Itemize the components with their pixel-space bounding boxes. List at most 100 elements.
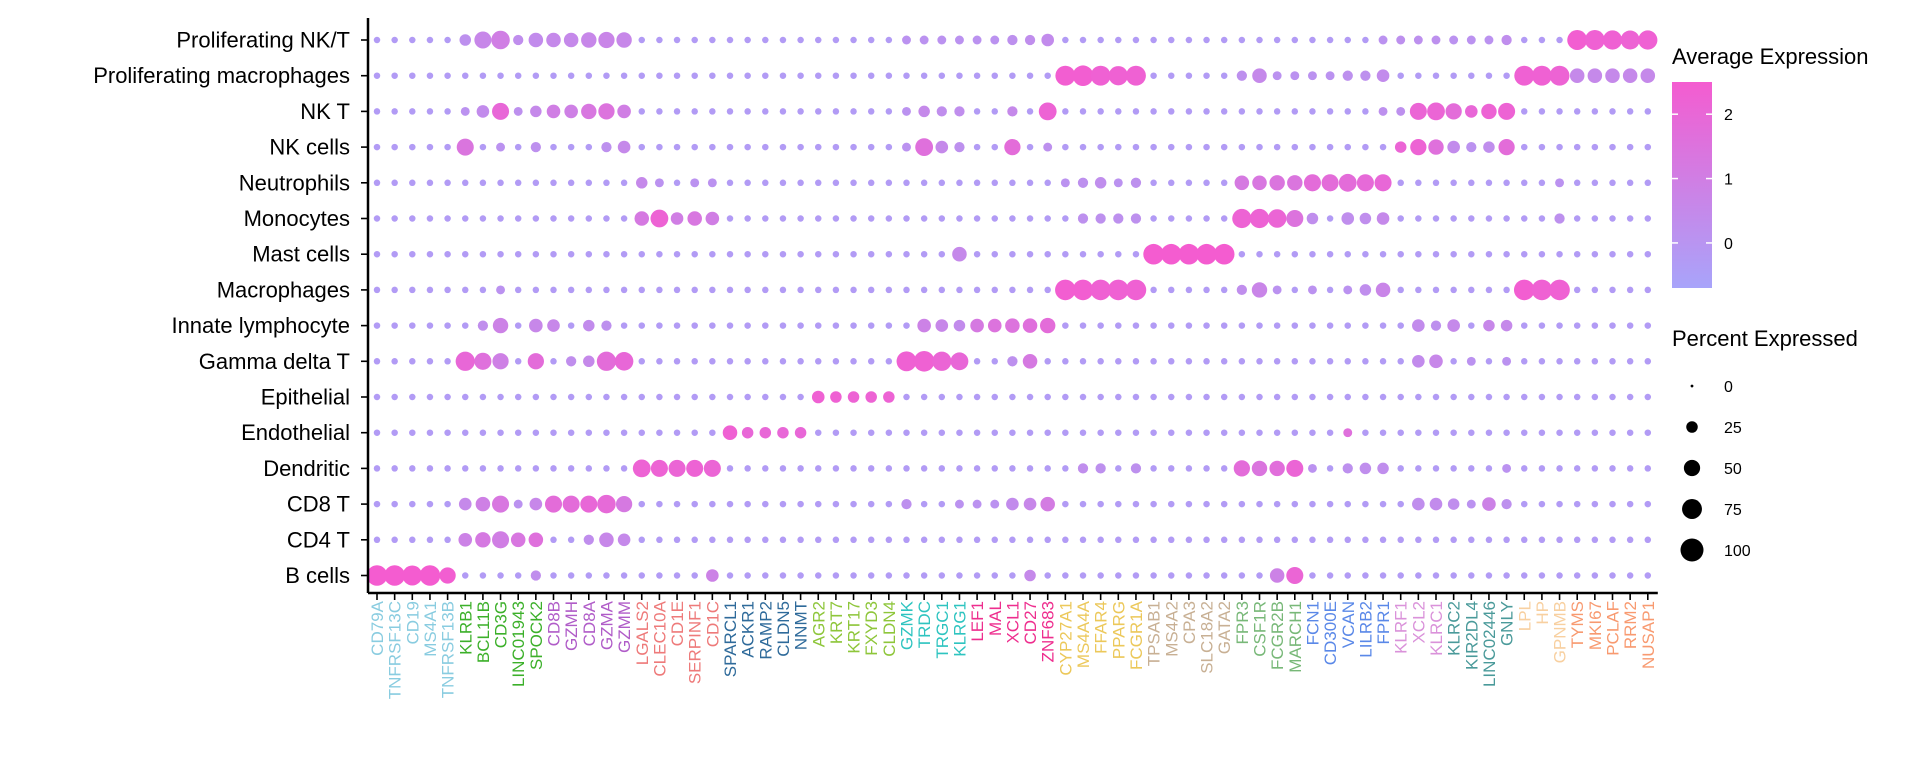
dot [1079, 108, 1087, 115]
dot [1079, 322, 1087, 329]
dot [1521, 108, 1528, 115]
x-tick-label: KLRG1 [950, 601, 969, 657]
dot [1503, 536, 1510, 544]
dot [409, 322, 416, 329]
dot [1220, 465, 1228, 472]
dot [1203, 536, 1210, 544]
dot [1591, 143, 1599, 151]
dot [1379, 429, 1387, 436]
dot [462, 250, 469, 258]
dot [1326, 358, 1334, 365]
dot [1326, 286, 1334, 294]
dot [885, 358, 893, 365]
dot [1538, 358, 1546, 365]
dot [391, 322, 398, 329]
dot [1396, 35, 1406, 45]
dot [709, 500, 716, 508]
dot [1503, 393, 1510, 401]
dot [1326, 36, 1334, 44]
dot [391, 429, 398, 436]
dot [850, 429, 857, 436]
x-tick-label: CD8B [545, 601, 564, 646]
dot [1072, 279, 1094, 301]
dot [475, 532, 491, 548]
dot [426, 179, 434, 187]
dot [1203, 72, 1210, 79]
x-tick-label: CD1E [668, 601, 687, 646]
dot [815, 179, 822, 187]
dot [563, 32, 579, 48]
dot [1007, 34, 1018, 46]
dot [1150, 36, 1157, 44]
dot [850, 500, 857, 508]
dot [532, 393, 540, 401]
dot [1503, 215, 1510, 222]
dot [373, 36, 381, 44]
dot [1503, 572, 1510, 579]
dot-layer [366, 30, 1658, 586]
dot [479, 429, 487, 436]
dot [620, 215, 628, 222]
dot [973, 108, 981, 115]
size-legend-label: 25 [1724, 420, 1742, 437]
dot [1609, 358, 1616, 365]
dot [638, 72, 645, 79]
dot [1549, 65, 1570, 86]
dot [797, 536, 804, 544]
dot [885, 215, 893, 222]
dot [1072, 65, 1094, 86]
dot [1521, 143, 1528, 151]
dot [1185, 286, 1193, 294]
dot [1538, 36, 1546, 44]
dot [1626, 393, 1634, 401]
dot [1521, 358, 1528, 365]
dot [1273, 429, 1281, 436]
dot [779, 179, 787, 187]
dot [620, 250, 628, 258]
dot [1220, 36, 1228, 44]
dot [510, 532, 526, 548]
dot [1432, 215, 1440, 222]
dot [656, 322, 663, 329]
x-tick-label: FCN1 [1303, 601, 1322, 645]
dot [1397, 500, 1404, 508]
dot [1362, 429, 1369, 436]
dot [1252, 175, 1267, 191]
dot [462, 429, 469, 436]
dot [936, 106, 947, 117]
dot [1415, 393, 1422, 401]
dot [1026, 215, 1034, 222]
dot [532, 72, 540, 79]
dot [1303, 174, 1321, 192]
dot [373, 536, 381, 544]
dot [779, 500, 787, 508]
dot [1055, 65, 1076, 86]
dot [1077, 177, 1089, 188]
dot [1502, 356, 1512, 366]
dot [1521, 465, 1528, 472]
dot [1538, 500, 1546, 508]
dot [815, 536, 822, 544]
dot [956, 215, 963, 222]
dot [815, 572, 822, 579]
x-tick-label: GNLY [1498, 601, 1517, 646]
dot [1062, 358, 1069, 365]
dot [1338, 173, 1357, 192]
x-tick-label: FCGR1A [1127, 600, 1146, 670]
dot [1376, 212, 1390, 225]
dot [1626, 286, 1634, 294]
dot [1009, 429, 1016, 436]
dot [1556, 358, 1563, 365]
dot [1538, 143, 1546, 151]
x-tick-label: CSF1R [1251, 601, 1270, 657]
dot [1468, 250, 1475, 258]
dot [1638, 30, 1658, 50]
dot [883, 391, 895, 403]
dot [687, 211, 702, 226]
dot [585, 72, 593, 79]
y-tick-label: Proliferating macrophages [93, 63, 350, 88]
dot [532, 429, 540, 436]
dot [832, 143, 840, 151]
dot [1220, 286, 1228, 294]
dot [938, 429, 946, 436]
